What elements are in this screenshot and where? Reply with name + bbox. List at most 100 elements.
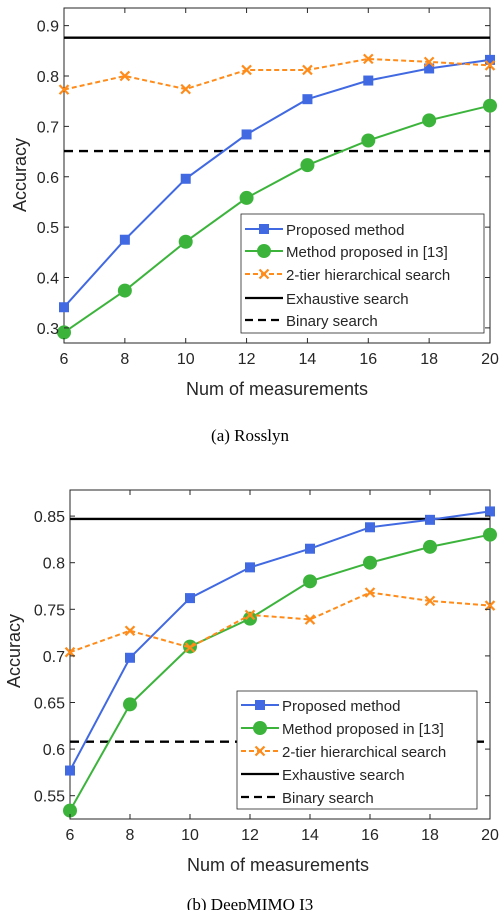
- data-point-circle: [178, 234, 193, 249]
- x-ticks-b: 6 8 10 12 14 16 18 20: [66, 490, 499, 844]
- y-tick-label: 0.75: [34, 602, 65, 619]
- data-point-circle: [239, 190, 254, 205]
- y-tick-label: 0.6: [43, 742, 65, 759]
- y-tick-label: 0.3: [37, 321, 59, 338]
- data-point-circle: [422, 113, 437, 128]
- data-point-square: [119, 234, 130, 245]
- series-2-tier-hierarchical-search: [64, 587, 496, 658]
- legend-a: Proposed method Method proposed in [13] …: [240, 213, 485, 334]
- data-point-circle: [361, 133, 376, 148]
- data-point-circle: [483, 98, 497, 113]
- caption-b: (b) DeepMIMO I3: [187, 895, 314, 910]
- y-tick-label: 0.9: [37, 19, 59, 36]
- series-line-method-proposed-in-13: [63, 104, 491, 334]
- x-tick-label: 12: [238, 351, 256, 368]
- legend-label: Exhaustive search: [286, 291, 409, 308]
- legend-label: Exhaustive search: [282, 767, 405, 784]
- legend-label: Proposed method: [282, 698, 400, 715]
- data-point-circle: [303, 574, 317, 589]
- data-point-square: [302, 94, 313, 105]
- data-point-x: [241, 64, 252, 76]
- data-point-square: [425, 514, 435, 525]
- data-point-x: [363, 53, 374, 65]
- series-b: [63, 506, 497, 818]
- x-tick-label: 18: [420, 351, 438, 368]
- data-point-square: [424, 63, 435, 74]
- data-point-x: [244, 609, 256, 621]
- data-point-square: [485, 54, 495, 65]
- data-point-x: [423, 56, 435, 68]
- series-line-2-tier-hierarchical-search: [63, 57, 491, 91]
- data-point-x: [484, 600, 496, 611]
- data-point-x: [180, 83, 191, 95]
- chart-panel-b: 6 8 10 12 14 16 18 20 0.55 0.6 0.65 0.7 0.75 0.8 0.85…: [4, 489, 499, 914]
- y-tick-label: 0.55: [34, 789, 65, 806]
- data-point-x: [302, 64, 313, 76]
- series-line-proposed-method: [63, 58, 491, 308]
- data-point-circle: [123, 697, 137, 712]
- x-tick-label: 20: [481, 351, 499, 368]
- data-point-x: [64, 646, 76, 658]
- legend-entry-method13-a: Method proposed in [13]: [245, 244, 448, 261]
- y-tick-label: 0.6: [37, 170, 59, 187]
- data-point-square: [305, 543, 315, 554]
- data-point-square: [180, 173, 191, 184]
- series-line-proposed-method: [69, 510, 491, 771]
- x-axis-label-a: Num of measurements: [186, 379, 368, 399]
- legend-b: Proposed method Method proposed in [13] …: [236, 690, 478, 810]
- data-point-x: [364, 587, 376, 598]
- x-tick-label: 8: [120, 351, 129, 368]
- x-tick-label: 14: [299, 351, 317, 368]
- data-point-square: [185, 593, 195, 604]
- data-point-square: [363, 75, 374, 86]
- legend-label: 2-tier hierarchical search: [286, 267, 450, 284]
- y-tick-label: 0.7: [37, 119, 59, 136]
- x-axis-label-b: Num of measurements: [187, 855, 369, 875]
- legend-square-marker: [255, 700, 265, 710]
- y-tick-label: 0.4: [37, 271, 59, 288]
- data-point-square: [485, 506, 495, 517]
- legend-label: Method proposed in [13]: [286, 244, 448, 261]
- x-tick-label: 12: [241, 827, 259, 844]
- x-tick-label: 8: [126, 827, 135, 844]
- data-point-x: [124, 625, 136, 637]
- legend-entry-binary-b: Binary search: [241, 790, 374, 807]
- y-tick-label: 0.5: [37, 220, 59, 237]
- legend-label: Proposed method: [286, 222, 404, 239]
- y-ticks-b: 0.55 0.6 0.65 0.7 0.75 0.8 0.85: [34, 509, 490, 806]
- data-point-circle: [243, 611, 257, 626]
- x-tick-label: 10: [177, 351, 195, 368]
- x-tick-label: 6: [66, 827, 75, 844]
- y-tick-label: 0.65: [34, 695, 65, 712]
- legend-entry-proposed-b: Proposed method: [241, 698, 400, 715]
- legend-entry-method13-b: Method proposed in [13]: [241, 721, 444, 738]
- legend-entry-proposed-a: Proposed method: [245, 222, 404, 239]
- x-tick-label: 16: [361, 827, 379, 844]
- series-method-proposed-in-13: [57, 98, 497, 340]
- data-point-square: [65, 765, 75, 776]
- legend-label: 2-tier hierarchical search: [282, 744, 446, 761]
- data-point-square: [245, 562, 255, 573]
- x-tick-label: 20: [481, 827, 499, 844]
- legend-square-marker: [259, 224, 269, 234]
- y-axis-label-a: Accuracy: [10, 138, 30, 212]
- series-2-tier-hierarchical-search: [58, 53, 496, 95]
- series-proposed-method: [59, 54, 495, 313]
- data-point-x: [484, 60, 496, 71]
- legend-label: Binary search: [286, 313, 378, 330]
- legend-entry-exhaustive-b: Exhaustive search: [241, 767, 405, 784]
- data-point-square: [365, 522, 375, 533]
- data-point-x: [424, 595, 436, 607]
- series-a: [57, 53, 497, 340]
- data-point-circle: [483, 527, 497, 542]
- data-point-x: [184, 642, 196, 653]
- data-point-square: [241, 129, 252, 140]
- y-tick-label: 0.8: [43, 556, 65, 573]
- data-point-square: [125, 652, 135, 663]
- legend-x-marker: [258, 268, 270, 280]
- legend-label: Binary search: [282, 790, 374, 807]
- data-point-circle: [300, 158, 315, 173]
- legend-label: Method proposed in [13]: [282, 721, 444, 738]
- x-tick-label: 16: [359, 351, 377, 368]
